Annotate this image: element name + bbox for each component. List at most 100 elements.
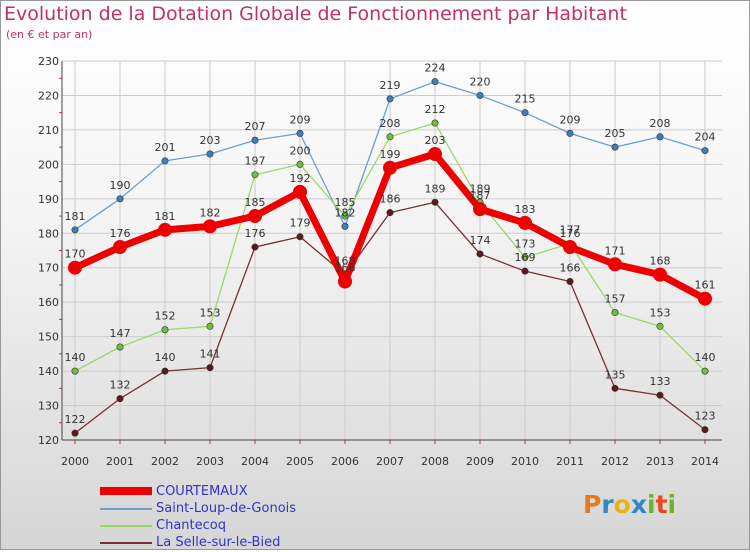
- data-label: 199: [380, 148, 401, 161]
- data-label: 168: [650, 255, 671, 268]
- data-label: 185: [335, 196, 356, 209]
- data-point: [701, 147, 709, 155]
- data-point: [71, 367, 79, 375]
- data-point: [161, 326, 169, 334]
- legend-swatch-chantecoq: [100, 525, 152, 527]
- logo-letter: r: [601, 490, 614, 519]
- data-point: [701, 367, 709, 375]
- data-label: 132: [110, 379, 131, 392]
- data-point: [431, 198, 439, 206]
- data-point: [161, 367, 169, 375]
- x-tick-label: 2001: [106, 455, 134, 468]
- data-label: 135: [605, 368, 626, 381]
- data-point: [653, 267, 667, 282]
- data-point: [656, 322, 664, 330]
- data-label: 186: [380, 193, 401, 206]
- x-tick-label: 2011: [556, 455, 584, 468]
- data-label: 220: [470, 75, 491, 88]
- data-point: [521, 253, 529, 261]
- x-tick-label: 2007: [376, 455, 404, 468]
- data-label: 168: [335, 255, 356, 268]
- data-label: 181: [155, 210, 176, 223]
- y-tick-label: 130: [38, 400, 59, 413]
- data-label: 182: [335, 206, 356, 219]
- data-point: [608, 257, 622, 272]
- logo-letter: i: [647, 490, 656, 519]
- data-label: 209: [560, 113, 581, 126]
- data-point: [206, 322, 214, 330]
- legend-label-chantecoq: Chantecoq: [156, 518, 226, 533]
- legend-swatch-saint-loup: [100, 508, 152, 510]
- data-point: [341, 222, 349, 230]
- y-tick-label: 200: [38, 158, 59, 171]
- data-label: 219: [380, 79, 401, 92]
- data-point: [251, 136, 259, 144]
- x-tick-label: 2014: [691, 455, 719, 468]
- legend-label-saint-loup: Saint-Loup-de-Gonois: [156, 501, 297, 516]
- data-point: [431, 119, 439, 127]
- data-label: 182: [200, 206, 221, 219]
- logo-letter: o: [613, 490, 631, 519]
- data-point: [158, 222, 172, 237]
- data-label: 179: [290, 217, 311, 230]
- legend-swatch-la-selle: [100, 542, 152, 544]
- data-label: 177: [560, 224, 581, 237]
- data-point: [611, 384, 619, 392]
- data-point: [383, 160, 397, 175]
- data-label: 122: [65, 413, 86, 426]
- data-label: 171: [605, 244, 626, 257]
- proxiti-logo: Proxiti: [583, 490, 676, 519]
- logo-letter: x: [630, 490, 647, 519]
- y-tick-label: 150: [38, 331, 59, 344]
- data-point: [248, 209, 262, 224]
- data-point: [566, 278, 574, 286]
- data-point: [476, 91, 484, 99]
- logo-letter: i: [667, 490, 677, 519]
- data-point: [296, 233, 304, 241]
- y-tick-label: 210: [38, 124, 59, 137]
- data-label: 207: [245, 120, 266, 133]
- data-point: [518, 215, 532, 230]
- data-label: 209: [290, 113, 311, 126]
- data-point: [71, 226, 79, 234]
- y-tick-label: 170: [38, 262, 59, 275]
- x-tick-label: 2006: [331, 455, 359, 468]
- y-tick-label: 140: [38, 365, 59, 378]
- x-tick-label: 2010: [511, 455, 539, 468]
- data-point: [68, 260, 82, 275]
- data-point: [428, 147, 442, 162]
- data-label: 140: [695, 351, 716, 364]
- data-label: 153: [650, 306, 671, 319]
- legend-label-courtemaux: COURTEMAUX: [156, 484, 248, 499]
- x-tick-label: 2000: [61, 455, 89, 468]
- data-point: [206, 150, 214, 158]
- data-label: 153: [200, 306, 221, 319]
- data-label: 174: [470, 234, 491, 247]
- data-label: 224: [425, 62, 446, 75]
- data-label: 187: [470, 189, 491, 202]
- data-label: 201: [155, 141, 176, 154]
- data-label: 133: [650, 375, 671, 388]
- data-point: [71, 429, 79, 437]
- data-label: 170: [65, 248, 86, 261]
- y-tick-label: 190: [38, 193, 59, 206]
- data-label: 192: [290, 172, 311, 185]
- data-point: [293, 184, 307, 199]
- data-point: [698, 291, 712, 306]
- data-label: 197: [245, 155, 266, 168]
- data-label: 205: [605, 127, 626, 140]
- data-label: 204: [695, 131, 716, 144]
- data-label: 215: [515, 93, 536, 106]
- data-point: [611, 143, 619, 151]
- data-point: [473, 202, 487, 217]
- data-point: [431, 78, 439, 86]
- data-label: 173: [515, 237, 536, 250]
- data-point: [566, 129, 574, 137]
- logo-letter: P: [583, 490, 602, 519]
- data-point: [386, 209, 394, 217]
- data-label: 203: [200, 134, 221, 147]
- data-label: 123: [695, 410, 716, 423]
- y-tick-label: 220: [38, 89, 59, 102]
- data-label: 208: [650, 117, 671, 130]
